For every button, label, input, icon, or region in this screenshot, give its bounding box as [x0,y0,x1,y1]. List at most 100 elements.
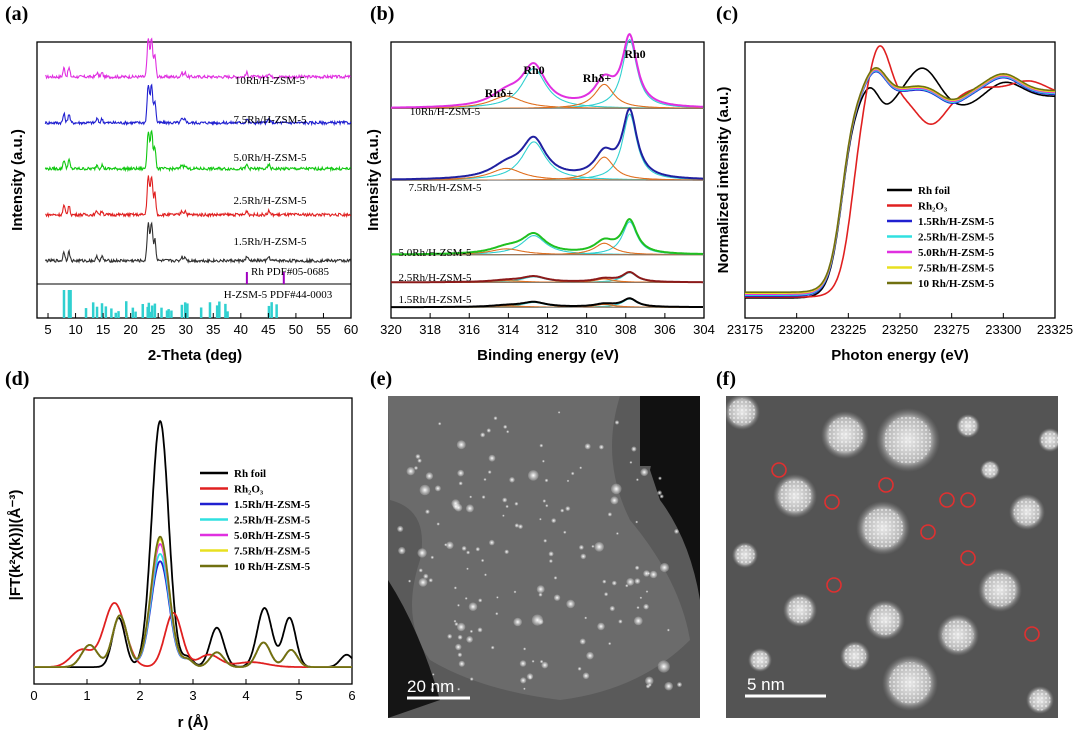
e-particle-132 [614,420,620,425]
e-particle-123 [457,622,466,632]
e-particle-137 [491,645,495,650]
e-particle-148 [526,673,534,680]
e-particle-33 [514,502,519,506]
panel-label-a: (a) [5,3,28,25]
e-particle-61 [551,518,557,523]
e-particle-142 [565,506,571,511]
d-series-7-5rh-h-zsm-5 [34,538,352,668]
e-particle-130 [609,605,615,612]
a-label-7-5rh: 7.5Rh/H-ZSM-5 [233,114,307,126]
e-particle-98 [423,573,429,579]
a-xtick-label-2: 15 [96,322,110,337]
panel-label-d: (d) [5,368,29,390]
b-peak-label-rhd-2: Rhδ+ [583,71,612,85]
panel-label-e: (e) [370,368,392,390]
e-particle-2 [610,496,619,505]
e-particle-58 [480,432,486,438]
e-particle-39 [484,573,487,577]
e-particle-128 [664,681,673,691]
panel-label-f: (f) [716,368,736,390]
e-particle-5 [528,470,539,481]
c-xlabel: Photon energy (eV) [831,347,969,364]
e-particle-126 [456,440,466,450]
e-particle-3 [458,660,465,667]
b-xtick-label-0: 320 [380,322,402,337]
a-xtick-label-11: 60 [344,322,358,337]
f-single-atom-marker-0 [771,462,787,478]
f-nanoparticle-lattice-17 [1041,431,1058,449]
a-series-2-5rh-h-zsm-5 [45,175,352,219]
a-xtick-label-8: 45 [261,322,275,337]
a-label-10rh: 10Rh/H-ZSM-5 [235,75,306,87]
e-particle-51 [523,687,526,690]
c-xtick-label-0: 23175 [727,322,763,337]
e-particle-95 [408,579,411,583]
e-particle-71 [457,469,465,477]
d-legend-label-5-0rh-h-zsm-5: 5.0Rh/H-ZSM-5 [234,530,311,542]
b-xtick-label-7: 306 [654,322,676,337]
e-particle-29 [538,592,543,597]
e-particle-75 [513,590,517,594]
c-legend-label-10-rh-h-zsm-5: 10 Rh/H-ZSM-5 [918,278,995,290]
d-legend-label-2-5rh-h-zsm-5: 2.5Rh/H-ZSM-5 [234,515,311,527]
e-particle-118 [643,570,650,577]
e-particle-4 [417,548,427,558]
a-xlabel: 2-Theta (deg) [148,347,242,364]
a-series-7-5rh-h-zsm-5 [44,83,352,127]
a-ref-label-zsm5: H-ZSM-5 PDF#44-0003 [224,289,333,301]
e-particle-87 [457,634,463,640]
e-particle-151 [493,416,498,421]
f-nanoparticle-lattice-9 [787,597,813,623]
e-particle-127 [446,541,454,550]
e-particle-131 [618,619,623,624]
c-series-7-5rh-h-zsm-5 [745,67,1056,294]
e-particle-79 [667,628,670,632]
e-particle-146 [502,514,505,517]
e-particle-134 [591,545,595,548]
f-nanoparticle-lattice-4 [778,479,812,513]
c-xtick-label-6: 23325 [1037,322,1073,337]
e-particle-90 [481,559,485,562]
e-particle-159 [523,647,526,651]
d-series-1-5rh-h-zsm-5 [34,560,352,668]
f-nanoparticle-lattice-2 [884,416,932,464]
e-particle-48 [571,471,575,476]
d-series-10-rh-h-zsm-5 [34,535,352,668]
e-particle-155 [418,568,423,573]
c-series-1-5rh-h-zsm-5 [745,70,1056,297]
e-particle-49 [540,660,544,664]
e-particle-111 [635,565,640,570]
e-particle-108 [489,539,495,546]
e-particle-47 [539,518,542,521]
c-legend-label-rh-foil: Rh foil [918,185,950,197]
e-particle-144 [616,532,619,535]
e-particle-40 [428,578,433,583]
e-particle-143 [539,443,543,448]
e-particle-114 [488,454,496,462]
b-label-5-0rh: 5.0Rh/H-ZSM-5 [398,247,472,259]
e-particle-16 [604,592,608,597]
chart-c-frame [744,41,1056,319]
f-nanoparticle-lattice-6 [1013,498,1041,526]
e-particle-153 [553,576,558,580]
e-particle-93 [553,594,561,601]
e-particle-84 [579,638,586,645]
b-component-10rh-h-zsm-5-0 [391,38,703,109]
a-xtick-label-1: 10 [68,322,82,337]
d-xtick-label-3: 3 [189,688,196,703]
e-particle-15 [584,443,591,450]
e-particle-152 [674,529,679,534]
e-particle-125 [548,551,554,557]
b-ylabel: Intensity (a.u.) [365,129,382,231]
e-particle-158 [557,411,561,414]
f-nanoparticle-lattice-15 [982,462,998,478]
e-particle-161 [436,522,440,526]
a-series-10rh-h-zsm-5 [45,37,351,81]
a-xtick-label-9: 50 [289,322,303,337]
f-nanoparticle-lattice-7 [983,573,1017,607]
a-label-5-0rh: 5.0Rh/H-ZSM-5 [233,152,307,164]
c-series-rh-foil [745,67,1055,299]
panel-label-c: (c) [716,3,738,25]
f-nanoparticle-lattice-1 [827,417,863,453]
e-particle-36 [643,603,649,610]
